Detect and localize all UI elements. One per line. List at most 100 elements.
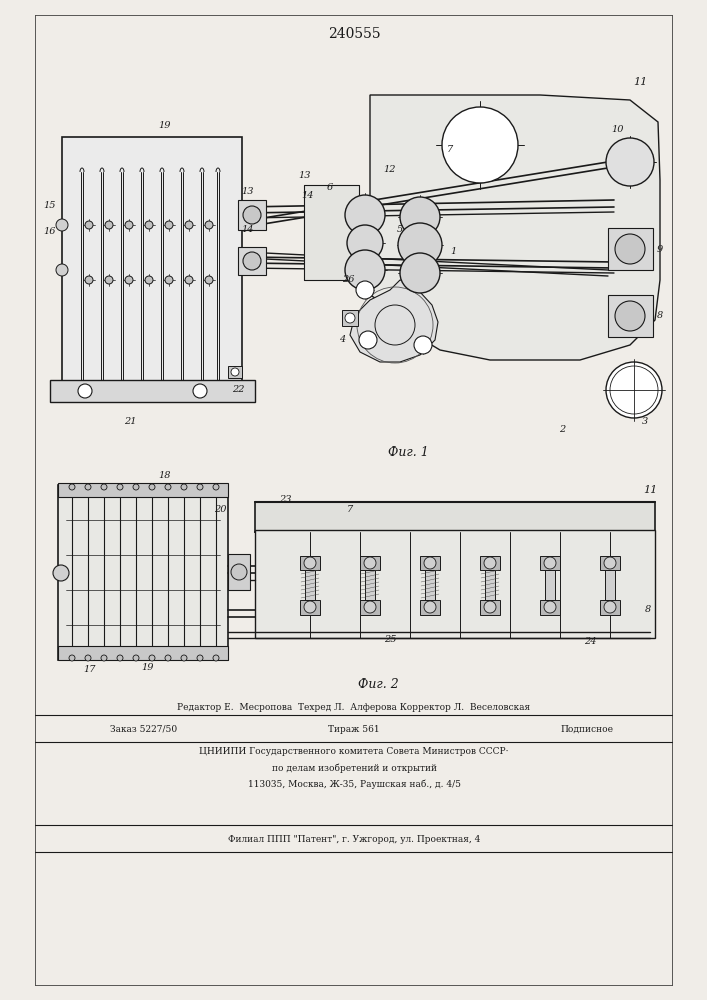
Circle shape <box>615 301 645 331</box>
Text: 15: 15 <box>44 200 57 210</box>
Bar <box>600 556 620 570</box>
Text: Филиал ППП "Патент", г. Ужгород, ул. Проектная, 4: Филиал ППП "Патент", г. Ужгород, ул. Про… <box>228 836 480 844</box>
Circle shape <box>345 250 385 290</box>
Bar <box>58 646 228 660</box>
Bar <box>360 600 380 615</box>
Text: 1: 1 <box>450 247 456 256</box>
Text: 24: 24 <box>584 638 596 647</box>
Text: 12: 12 <box>384 165 396 174</box>
Bar <box>50 380 255 402</box>
Circle shape <box>181 655 187 661</box>
Circle shape <box>544 557 556 569</box>
Circle shape <box>56 219 68 231</box>
Text: 13: 13 <box>299 170 311 180</box>
Text: 14: 14 <box>302 192 314 200</box>
Text: 19: 19 <box>159 120 171 129</box>
Polygon shape <box>370 95 660 360</box>
Circle shape <box>606 362 662 418</box>
Circle shape <box>414 336 432 354</box>
Circle shape <box>364 557 376 569</box>
Text: Фиг. 1: Фиг. 1 <box>387 446 428 460</box>
Text: 10: 10 <box>612 125 624 134</box>
Circle shape <box>304 601 316 613</box>
Circle shape <box>101 484 107 490</box>
Text: 6: 6 <box>327 184 333 192</box>
Circle shape <box>347 225 383 261</box>
Bar <box>304 185 359 280</box>
Circle shape <box>101 655 107 661</box>
Circle shape <box>231 564 247 580</box>
Circle shape <box>181 484 187 490</box>
Bar <box>480 556 500 570</box>
Circle shape <box>364 601 376 613</box>
Bar <box>540 556 560 570</box>
Text: 19: 19 <box>141 664 154 672</box>
Circle shape <box>484 557 496 569</box>
Bar <box>255 502 655 532</box>
Bar <box>58 485 228 660</box>
Text: 13: 13 <box>242 188 255 196</box>
Bar <box>360 556 380 570</box>
Circle shape <box>544 601 556 613</box>
Circle shape <box>165 484 171 490</box>
Circle shape <box>604 601 616 613</box>
Circle shape <box>165 221 173 229</box>
Circle shape <box>85 484 91 490</box>
Bar <box>420 600 440 615</box>
Text: 2: 2 <box>559 426 565 434</box>
Circle shape <box>105 221 113 229</box>
Text: 23: 23 <box>279 495 291 504</box>
Bar <box>540 600 560 615</box>
Text: Заказ 5227/50: Заказ 5227/50 <box>110 724 177 734</box>
Text: 7: 7 <box>447 144 453 153</box>
Circle shape <box>400 253 440 293</box>
Circle shape <box>56 264 68 276</box>
Text: 3: 3 <box>642 416 648 426</box>
Circle shape <box>205 276 213 284</box>
Circle shape <box>149 484 155 490</box>
Text: 8: 8 <box>657 312 663 320</box>
Text: Редактор Е.  Месропова  Техред Л.  Алферова Корректор Л.  Веселовская: Редактор Е. Месропова Техред Л. Алферова… <box>177 702 530 712</box>
Bar <box>425 570 435 600</box>
Circle shape <box>205 221 213 229</box>
Circle shape <box>197 484 203 490</box>
Circle shape <box>69 655 75 661</box>
Text: 14: 14 <box>242 226 255 234</box>
Text: 22: 22 <box>232 385 244 394</box>
Circle shape <box>424 557 436 569</box>
Bar <box>228 366 242 378</box>
Bar <box>608 295 653 337</box>
Circle shape <box>133 484 139 490</box>
Circle shape <box>125 276 133 284</box>
Circle shape <box>193 384 207 398</box>
Text: Подписное: Подписное <box>560 724 613 734</box>
Circle shape <box>197 655 203 661</box>
Circle shape <box>69 484 75 490</box>
Circle shape <box>117 484 123 490</box>
Text: 113035, Москва, Ж-35, Раушская наб., д. 4/5: 113035, Москва, Ж-35, Раушская наб., д. … <box>247 779 460 789</box>
Circle shape <box>117 655 123 661</box>
Text: Тираж 561: Тираж 561 <box>328 724 380 734</box>
Bar <box>480 600 500 615</box>
Bar <box>600 600 620 615</box>
Text: 9: 9 <box>657 244 663 253</box>
Bar <box>300 600 320 615</box>
Bar <box>228 554 250 590</box>
Bar <box>365 570 375 600</box>
Circle shape <box>185 276 193 284</box>
Circle shape <box>243 252 261 270</box>
Text: по делам изобретений и открытий: по делам изобретений и открытий <box>271 763 436 773</box>
Circle shape <box>78 384 92 398</box>
Circle shape <box>424 601 436 613</box>
Bar <box>255 530 655 638</box>
Text: 18: 18 <box>159 471 171 480</box>
Circle shape <box>85 655 91 661</box>
Text: 5: 5 <box>397 226 403 234</box>
Text: ЦНИИПИ Государственного комитета Совета Министров СССР·: ЦНИИПИ Государственного комитета Совета … <box>199 748 509 756</box>
Circle shape <box>400 197 440 237</box>
Text: 16: 16 <box>44 228 57 236</box>
Circle shape <box>185 221 193 229</box>
Circle shape <box>606 138 654 186</box>
Circle shape <box>359 331 377 349</box>
Circle shape <box>133 655 139 661</box>
